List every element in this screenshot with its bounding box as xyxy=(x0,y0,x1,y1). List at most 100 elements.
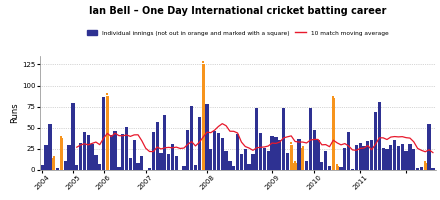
Bar xyxy=(328,166,331,170)
Bar xyxy=(385,149,389,170)
Bar xyxy=(132,140,136,170)
Bar xyxy=(140,156,143,170)
Bar xyxy=(274,137,278,170)
Bar xyxy=(106,96,109,170)
Bar xyxy=(79,143,82,170)
Bar xyxy=(244,149,247,170)
Bar xyxy=(125,127,128,170)
Bar xyxy=(236,134,239,170)
Bar xyxy=(159,153,163,170)
Bar xyxy=(117,167,121,170)
Bar xyxy=(366,141,370,170)
Bar xyxy=(205,104,209,170)
Bar xyxy=(355,145,358,170)
Bar xyxy=(259,133,262,170)
Bar xyxy=(232,166,235,170)
Bar xyxy=(271,136,274,170)
Bar xyxy=(408,144,411,170)
Bar xyxy=(428,124,431,170)
Bar xyxy=(359,143,362,170)
Bar xyxy=(102,97,105,170)
Bar xyxy=(209,149,213,170)
Bar xyxy=(198,117,201,170)
Bar xyxy=(424,163,427,170)
Bar xyxy=(339,167,343,170)
Bar xyxy=(228,161,231,170)
Bar xyxy=(389,145,392,170)
Bar xyxy=(420,167,423,170)
Bar xyxy=(332,98,335,170)
Bar xyxy=(220,138,224,170)
Bar xyxy=(312,130,316,170)
Bar xyxy=(401,144,404,170)
Bar xyxy=(393,140,396,170)
Bar xyxy=(52,158,55,170)
Bar xyxy=(171,144,174,170)
Bar xyxy=(381,148,385,170)
Bar xyxy=(71,103,74,170)
Bar xyxy=(431,168,435,170)
Bar xyxy=(91,144,94,170)
Bar xyxy=(324,151,327,170)
Bar xyxy=(152,132,155,170)
Bar xyxy=(121,134,125,170)
Bar xyxy=(305,161,308,170)
Bar xyxy=(247,164,251,170)
Bar xyxy=(202,64,205,170)
Bar xyxy=(175,156,178,170)
Bar xyxy=(224,151,228,170)
Bar xyxy=(110,135,113,170)
Bar xyxy=(374,112,377,170)
Bar xyxy=(60,138,63,170)
Bar xyxy=(194,165,197,170)
Bar xyxy=(378,102,381,170)
Bar xyxy=(412,149,415,170)
Bar xyxy=(64,161,67,170)
Bar xyxy=(347,132,350,170)
Bar xyxy=(48,124,51,170)
Y-axis label: Runs: Runs xyxy=(10,103,19,123)
Bar xyxy=(190,106,193,170)
Bar xyxy=(87,135,90,170)
Bar xyxy=(213,131,216,170)
Bar xyxy=(167,154,170,170)
Bar xyxy=(363,146,366,170)
Bar xyxy=(301,148,304,170)
Bar xyxy=(40,165,44,170)
Bar xyxy=(182,166,186,170)
Bar xyxy=(416,168,419,170)
Bar xyxy=(156,122,159,170)
Bar xyxy=(148,168,151,170)
Bar xyxy=(309,108,312,170)
Bar xyxy=(263,148,266,170)
Bar xyxy=(186,130,190,170)
Bar xyxy=(44,145,48,170)
Bar xyxy=(114,131,117,170)
Bar xyxy=(98,164,101,170)
Bar xyxy=(286,153,289,170)
Bar xyxy=(267,151,270,170)
Bar xyxy=(297,139,301,170)
Bar xyxy=(56,168,59,170)
Bar xyxy=(67,145,71,170)
Bar xyxy=(320,162,323,170)
Bar xyxy=(397,146,400,170)
Bar xyxy=(75,165,78,170)
Bar xyxy=(163,115,166,170)
Bar xyxy=(278,140,281,170)
Bar xyxy=(404,151,408,170)
Bar xyxy=(136,163,139,170)
Bar xyxy=(129,158,132,170)
Bar xyxy=(83,132,86,170)
Bar xyxy=(336,166,339,170)
Bar xyxy=(351,169,354,170)
Bar xyxy=(343,148,346,170)
Bar xyxy=(282,108,285,170)
Text: Ian Bell – One Day International cricket batting career: Ian Bell – One Day International cricket… xyxy=(89,6,386,16)
Bar xyxy=(251,154,255,170)
Bar xyxy=(293,163,297,170)
Bar xyxy=(217,133,220,170)
Bar xyxy=(255,108,258,170)
Bar xyxy=(316,140,319,170)
Bar xyxy=(94,155,98,170)
